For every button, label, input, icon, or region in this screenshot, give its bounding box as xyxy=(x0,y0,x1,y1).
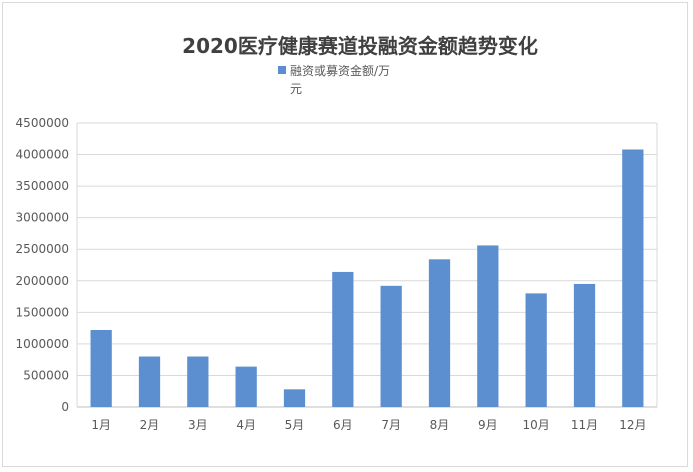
y-tick-label: 0 xyxy=(61,400,69,414)
y-tick-label: 2500000 xyxy=(16,242,69,256)
x-tick-label: 12月 xyxy=(619,418,646,432)
y-tick-label: 2000000 xyxy=(16,274,69,288)
bar xyxy=(332,271,354,407)
x-tick-label: 7月 xyxy=(381,418,401,432)
x-tick-label: 9月 xyxy=(478,418,498,432)
x-tick-label: 4月 xyxy=(236,418,256,432)
legend-label-line-1: 融资或募资金额/万 xyxy=(290,63,390,78)
y-tick-label: 500000 xyxy=(23,368,69,382)
y-tick-label: 1000000 xyxy=(16,337,69,351)
y-tick-label: 4500000 xyxy=(16,116,69,130)
x-tick-label: 2月 xyxy=(140,418,160,432)
bar xyxy=(90,330,112,407)
bar-series xyxy=(90,149,644,408)
x-tick-label: 11月 xyxy=(571,418,598,432)
legend-swatch xyxy=(278,66,286,74)
x-tick-label: 3月 xyxy=(188,418,208,432)
bar xyxy=(477,245,499,407)
x-tick-label: 5月 xyxy=(285,418,305,432)
bar xyxy=(283,389,306,407)
bar xyxy=(428,259,451,407)
bar xyxy=(187,356,209,407)
bar xyxy=(380,285,402,407)
bar xyxy=(138,356,161,407)
y-tick-label: 4000000 xyxy=(16,148,69,162)
chart-title: 2020医疗健康赛道投融资金额趋势变化 xyxy=(182,34,538,58)
y-tick-label: 3500000 xyxy=(16,179,69,193)
legend-label-line-2: 元 xyxy=(290,82,302,96)
y-axis-tick-labels: 0 500000 1000000 1500000 2000000 2500000 30000… xyxy=(16,116,69,414)
x-tick-label: 10月 xyxy=(523,418,550,432)
y-tick-label: 1500000 xyxy=(16,305,69,319)
x-tick-label: 1月 xyxy=(91,418,111,432)
bar xyxy=(573,283,596,407)
bar xyxy=(235,366,257,407)
x-tick-label: 6月 xyxy=(333,418,353,432)
bar xyxy=(525,293,547,407)
bar xyxy=(622,149,644,408)
x-tick-label: 8月 xyxy=(430,418,450,432)
gridlines xyxy=(76,122,658,408)
y-tick-label: 3000000 xyxy=(16,211,69,225)
x-axis-tick-labels: 1月 2月 3月 4月 5月 6月 7月 8月 9月 10月 11月 12月 xyxy=(91,418,646,432)
